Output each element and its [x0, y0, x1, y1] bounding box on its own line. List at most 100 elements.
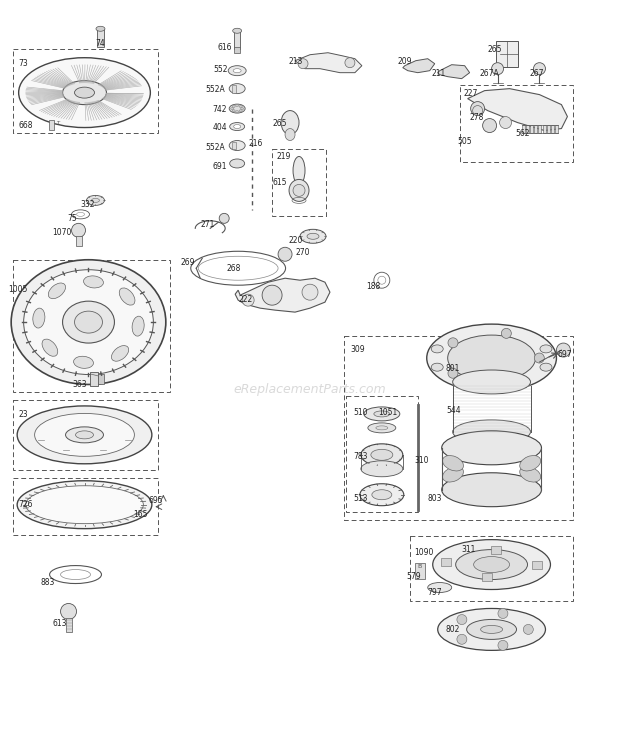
Polygon shape	[403, 59, 435, 73]
Text: 883: 883	[40, 577, 55, 586]
Ellipse shape	[11, 260, 166, 385]
Text: 75: 75	[68, 214, 78, 223]
Text: 783: 783	[353, 452, 368, 461]
Bar	[234, 47, 240, 53]
Bar	[48, 120, 53, 129]
Bar	[415, 562, 425, 579]
Bar	[482, 574, 492, 581]
Ellipse shape	[293, 156, 305, 185]
Ellipse shape	[241, 108, 244, 109]
Ellipse shape	[96, 26, 105, 31]
Text: 1070: 1070	[53, 228, 72, 237]
Ellipse shape	[427, 324, 556, 392]
Ellipse shape	[19, 58, 151, 127]
Ellipse shape	[438, 609, 546, 650]
Bar	[272, 149, 326, 217]
Ellipse shape	[63, 301, 115, 343]
Text: 691: 691	[212, 162, 227, 171]
Ellipse shape	[17, 406, 152, 464]
Bar	[232, 141, 236, 150]
Bar	[12, 478, 158, 535]
Bar	[491, 546, 501, 554]
Text: 227: 227	[464, 89, 478, 97]
Bar	[533, 561, 542, 569]
Polygon shape	[438, 65, 469, 79]
Ellipse shape	[74, 311, 102, 333]
Text: 616: 616	[217, 42, 232, 52]
Ellipse shape	[84, 276, 104, 288]
Ellipse shape	[285, 129, 295, 141]
Text: 209: 209	[398, 57, 412, 65]
Ellipse shape	[540, 363, 552, 371]
Text: 1090: 1090	[414, 548, 433, 557]
Text: 311: 311	[462, 545, 476, 554]
Circle shape	[492, 62, 503, 74]
Circle shape	[533, 62, 546, 74]
Ellipse shape	[371, 449, 393, 461]
Bar	[410, 536, 574, 601]
Ellipse shape	[229, 159, 245, 168]
Ellipse shape	[234, 124, 241, 129]
Text: 544: 544	[446, 406, 461, 415]
Bar	[547, 124, 550, 132]
Circle shape	[278, 247, 292, 261]
Ellipse shape	[453, 370, 531, 394]
Bar	[441, 558, 451, 566]
Ellipse shape	[229, 104, 245, 113]
Circle shape	[219, 214, 229, 223]
Polygon shape	[467, 89, 567, 130]
Ellipse shape	[236, 111, 239, 112]
Ellipse shape	[480, 626, 503, 633]
Text: 265: 265	[487, 45, 502, 54]
Ellipse shape	[17, 481, 152, 529]
Text: T: T	[56, 121, 59, 126]
Text: 579: 579	[407, 571, 422, 580]
Ellipse shape	[361, 444, 403, 466]
Polygon shape	[235, 278, 330, 312]
Bar	[542, 124, 546, 132]
Bar	[97, 29, 104, 47]
Text: 216: 216	[248, 138, 262, 147]
Circle shape	[472, 106, 482, 115]
Text: 615: 615	[272, 179, 286, 187]
Ellipse shape	[443, 455, 464, 471]
Circle shape	[556, 343, 570, 357]
Ellipse shape	[229, 123, 245, 130]
Bar	[12, 48, 158, 132]
Ellipse shape	[239, 106, 242, 107]
Circle shape	[262, 285, 282, 305]
Ellipse shape	[87, 196, 104, 205]
Bar	[99, 374, 104, 384]
Text: 668: 668	[19, 121, 33, 129]
Circle shape	[448, 368, 458, 378]
Text: 742: 742	[212, 105, 227, 114]
Ellipse shape	[364, 407, 400, 421]
Text: 271: 271	[200, 220, 215, 229]
Circle shape	[502, 378, 512, 388]
Circle shape	[523, 624, 533, 635]
Circle shape	[242, 294, 254, 306]
Ellipse shape	[63, 80, 107, 105]
Text: 332: 332	[81, 200, 95, 209]
Ellipse shape	[233, 68, 241, 73]
Bar	[91, 372, 99, 386]
Text: 513: 513	[353, 494, 368, 503]
Text: 404: 404	[212, 123, 227, 132]
Ellipse shape	[474, 557, 510, 573]
Text: 726: 726	[19, 500, 33, 509]
Text: 613: 613	[53, 620, 67, 629]
Bar	[539, 124, 541, 132]
Text: 165: 165	[133, 510, 148, 519]
Text: 213: 213	[288, 57, 303, 65]
Bar	[66, 618, 71, 632]
Text: 1051: 1051	[378, 408, 397, 417]
Ellipse shape	[76, 431, 94, 439]
Ellipse shape	[289, 179, 309, 202]
Polygon shape	[295, 53, 362, 73]
Ellipse shape	[42, 339, 58, 356]
Text: 695: 695	[148, 496, 163, 504]
Bar	[551, 124, 554, 132]
Ellipse shape	[35, 414, 135, 456]
Circle shape	[298, 59, 308, 68]
Text: B: B	[418, 563, 422, 568]
